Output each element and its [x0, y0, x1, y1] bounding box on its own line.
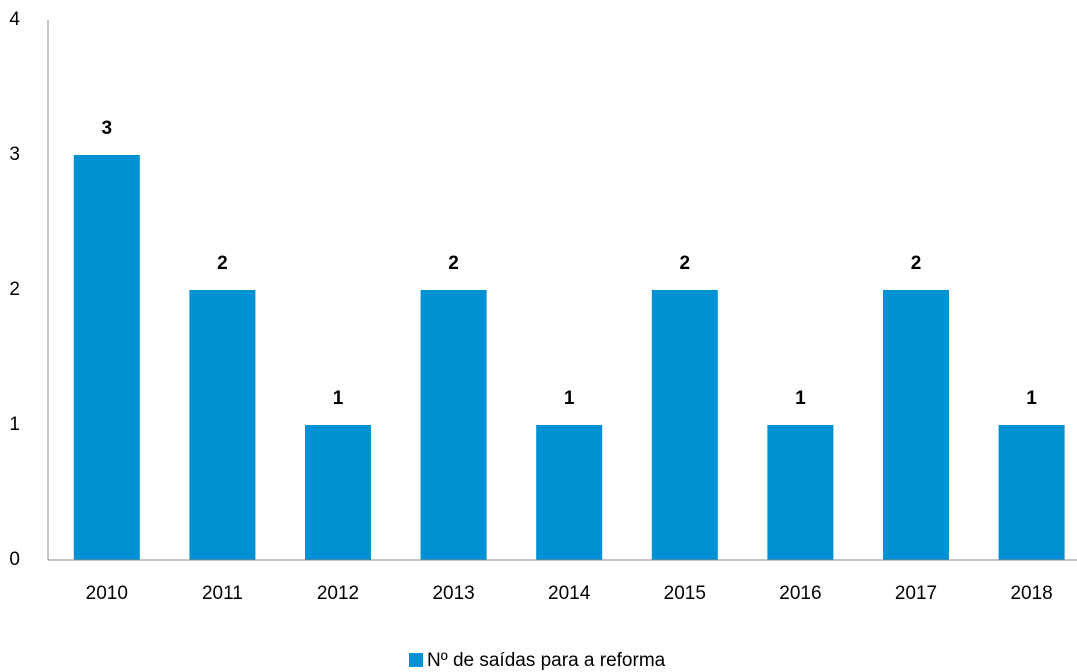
y-tick-label: 3	[9, 144, 20, 165]
bar	[73, 155, 140, 560]
x-tick-label: 2010	[86, 583, 128, 604]
bar	[420, 290, 487, 560]
y-tick-label: 4	[9, 9, 20, 30]
data-label: 2	[911, 253, 922, 274]
y-tick-label: 1	[9, 414, 20, 435]
data-label: 2	[680, 253, 691, 274]
bar	[536, 425, 603, 560]
x-tick-label: 2015	[664, 583, 706, 604]
data-label: 2	[217, 253, 228, 274]
bar	[651, 290, 718, 560]
data-label: 3	[102, 118, 113, 139]
x-tick-label: 2013	[432, 583, 474, 604]
x-tick-label: 2018	[1010, 583, 1052, 604]
x-tick-label: 2014	[548, 583, 591, 604]
x-tick-label: 2017	[895, 583, 937, 604]
data-label: 2	[448, 253, 459, 274]
y-tick-label: 2	[9, 279, 20, 300]
x-tick-label: 2012	[317, 583, 359, 604]
legend-label: Nº de saídas para a reforma	[427, 650, 666, 671]
data-label: 1	[795, 388, 806, 409]
y-tick-label: 0	[9, 549, 20, 570]
bar	[305, 425, 371, 560]
bar	[189, 290, 256, 560]
data-label: 1	[1026, 388, 1037, 409]
bar	[998, 425, 1065, 560]
x-tick-label: 2016	[779, 583, 821, 604]
legend-swatch	[409, 653, 423, 667]
x-tick-label: 2011	[202, 583, 243, 604]
data-label: 1	[564, 388, 575, 409]
data-label: 1	[333, 388, 344, 409]
bar	[883, 290, 949, 560]
bar	[767, 425, 834, 560]
